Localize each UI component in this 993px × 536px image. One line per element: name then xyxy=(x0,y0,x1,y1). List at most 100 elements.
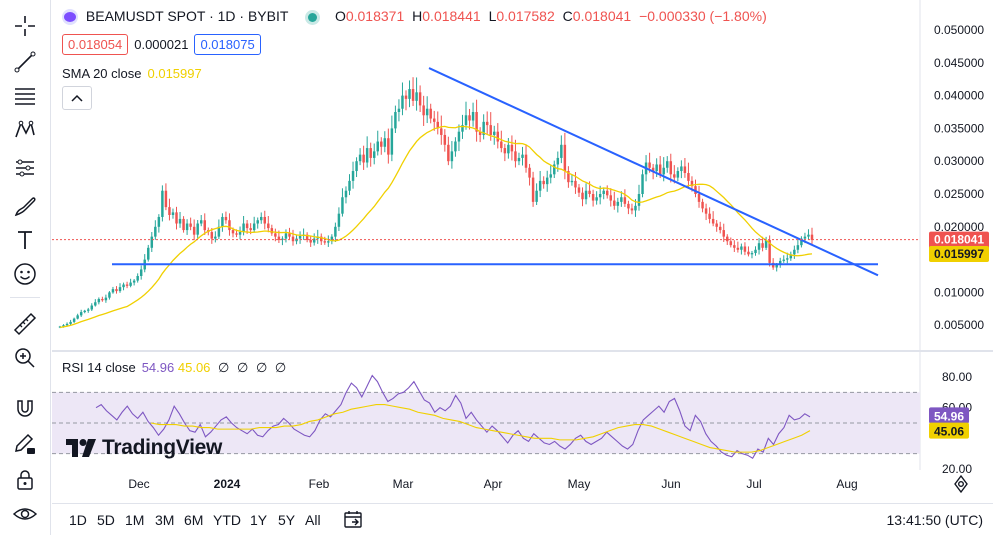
pattern-tool-button[interactable] xyxy=(9,116,41,144)
brush-icon xyxy=(14,197,36,217)
chart-area[interactable]: 0.050000 0.045000 0.040000 0.035000 0.030000… xyxy=(52,0,993,505)
go-to-date-icon[interactable] xyxy=(342,508,366,532)
tradingview-logo[interactable]: TradingView xyxy=(66,436,222,460)
symbol-legend[interactable]: BEAMUSDT SPOT · 1D · BYBIT O0.018371 H0.… xyxy=(62,8,767,26)
change-value: −0.000330 (−1.80%) xyxy=(639,8,767,24)
candle-body xyxy=(775,264,778,268)
candle-body xyxy=(115,289,118,292)
candle-body xyxy=(221,216,224,227)
brush-tool-button[interactable] xyxy=(9,192,41,220)
candle-body xyxy=(376,141,379,152)
candle-body xyxy=(757,243,761,250)
candle-body xyxy=(588,190,591,194)
candle-body xyxy=(708,213,711,219)
crosshair-tool-button[interactable] xyxy=(9,12,41,40)
range-5d-button[interactable]: 5D xyxy=(97,512,115,528)
trend-line-tool-button[interactable] xyxy=(9,48,41,76)
candle-body xyxy=(786,258,789,260)
symbol-title[interactable]: BEAMUSDT SPOT · 1D · BYBIT xyxy=(85,8,289,24)
rsi-legend[interactable]: RSI 14 close 54.96 45.06 ∅ ∅ ∅ ∅ xyxy=(62,360,286,376)
sma-label[interactable]: SMA 20 close xyxy=(62,66,142,81)
magnet-tool-button[interactable] xyxy=(9,394,41,422)
candle-body xyxy=(192,226,196,235)
candle-body xyxy=(450,151,454,162)
sma-price-tag-value: 0.015997 xyxy=(934,247,984,261)
projection-tool-button[interactable] xyxy=(9,154,41,182)
candle-body xyxy=(602,190,605,194)
candle-body xyxy=(288,233,291,237)
open-value: 0.018371 xyxy=(345,8,405,24)
candle-body xyxy=(577,187,581,193)
rsi-label[interactable]: RSI 14 close xyxy=(62,360,136,375)
candle-body xyxy=(161,190,164,217)
scale-settings-icon[interactable] xyxy=(951,474,971,494)
emoji-icon xyxy=(14,263,36,285)
buy-price-button[interactable]: 0.018075 xyxy=(194,34,261,55)
candle-body xyxy=(800,238,803,246)
candle-body xyxy=(147,247,150,260)
time-axis-label: Feb xyxy=(309,477,330,491)
candle-body xyxy=(249,228,252,231)
candle-body xyxy=(563,144,567,172)
range-3m-button[interactable]: 3M xyxy=(155,512,175,528)
candle-body xyxy=(429,108,432,119)
candle-body xyxy=(274,233,277,237)
candle-body xyxy=(567,171,570,183)
price-axis-label: 0.025000 xyxy=(934,187,984,201)
rsi-axis-label: 80.00 xyxy=(942,370,972,384)
candle-body xyxy=(101,298,104,301)
high-value: 0.018441 xyxy=(422,8,481,24)
candle-body xyxy=(387,138,390,155)
range-1m-button[interactable]: 1M xyxy=(125,512,145,528)
candle-body xyxy=(425,108,429,116)
candle-body xyxy=(245,223,249,229)
zoom-in-tool-button[interactable] xyxy=(9,344,41,372)
price-chart[interactable]: 0.050000 0.045000 0.040000 0.035000 0.030000… xyxy=(52,0,993,505)
ruler-tool-button[interactable] xyxy=(9,310,41,338)
sma-legend[interactable]: SMA 20 close 0.015997 xyxy=(62,66,202,81)
range-1d-button[interactable]: 1D xyxy=(69,512,87,528)
range-6m-button[interactable]: 6M xyxy=(184,512,204,528)
rsi-extra-2: ∅ xyxy=(237,360,249,375)
candle-body xyxy=(637,194,641,206)
range-ytd-button[interactable]: YTD xyxy=(213,512,241,528)
collapse-legend-button[interactable] xyxy=(62,86,92,110)
eye-tool-button[interactable] xyxy=(9,500,41,528)
candle-body xyxy=(330,236,334,242)
candle-body xyxy=(401,95,404,109)
sell-price-button[interactable]: 0.018054 xyxy=(62,34,129,55)
candle-body xyxy=(535,190,538,202)
close-label: C xyxy=(562,8,573,24)
candle-body xyxy=(83,310,86,313)
lock-tool-button[interactable] xyxy=(9,466,41,494)
candle-body xyxy=(139,269,143,276)
descending-trendline[interactable] xyxy=(428,67,879,277)
text-tool-button[interactable] xyxy=(9,226,41,254)
range-1y-button[interactable]: 1Y xyxy=(250,512,268,528)
range-5y-button[interactable]: 5Y xyxy=(278,512,296,528)
candle-body xyxy=(778,260,782,265)
candle-body xyxy=(260,216,263,221)
candle-body xyxy=(168,207,171,215)
candle-body xyxy=(613,200,616,206)
candle-body xyxy=(782,259,785,261)
candle-body xyxy=(267,223,270,229)
candle-body xyxy=(715,223,718,227)
candle-body xyxy=(556,157,560,165)
candle-body xyxy=(521,154,524,158)
range-all-button[interactable]: All xyxy=(305,512,321,528)
candle-body xyxy=(108,292,111,298)
candle-body xyxy=(761,243,764,248)
rsi-axis-label: 20.00 xyxy=(942,462,972,476)
utc-clock[interactable]: 13:41:50 (UTC) xyxy=(886,512,983,528)
candle-body xyxy=(372,151,376,158)
pencil-lock-tool-button[interactable] xyxy=(9,430,41,458)
candle-body xyxy=(503,148,507,154)
fib-retracement-tool-button[interactable] xyxy=(9,82,41,110)
candle-body xyxy=(390,128,394,155)
candle-body xyxy=(157,216,161,227)
candle-body xyxy=(722,230,725,237)
eye-icon xyxy=(12,508,38,520)
candle-body xyxy=(581,192,584,200)
emoji-tool-button[interactable] xyxy=(9,260,41,288)
